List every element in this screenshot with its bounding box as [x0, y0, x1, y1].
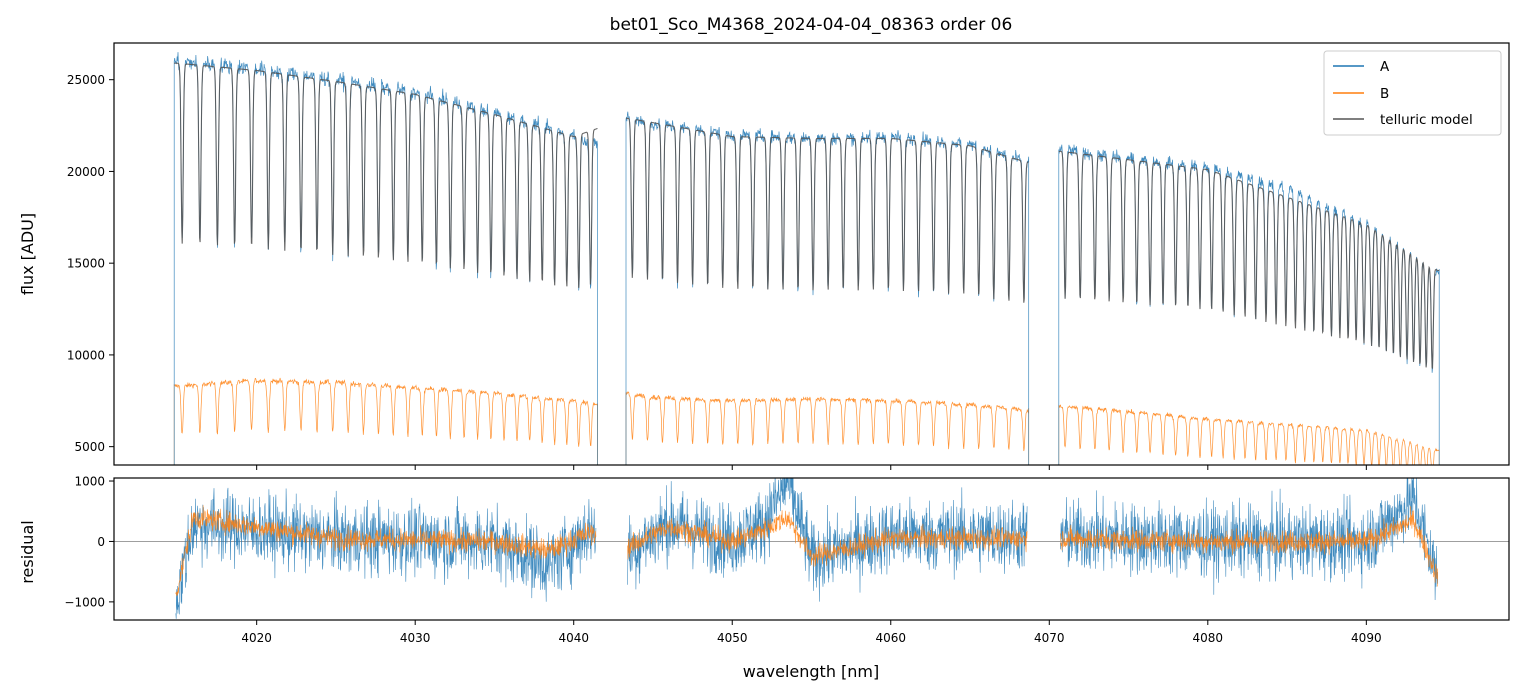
residual-a-segment-2: [627, 478, 1028, 602]
xtick-label-5: 4070: [1034, 631, 1065, 645]
series-telluric-line-segment-1: [174, 62, 598, 288]
xtick-label-2: 4040: [558, 631, 589, 645]
residual-a-segment-3: [1060, 478, 1438, 601]
flux-panel: 5000 10000 15000 20000 25000 flux [ADU] A B …: [18, 42, 1510, 470]
series-a-line-segment-3: [1058, 144, 1440, 465]
flux-ytick-label-2: 15000: [67, 257, 105, 271]
residual-axes-frame: [113, 477, 1510, 621]
series-b-line-segment-1: [173, 377, 598, 465]
residual-ytick-label-2: 1000: [74, 475, 105, 489]
residual-series-a: [175, 478, 1438, 619]
xtick-label-0: 4020: [241, 631, 272, 645]
legend-label-b: B: [1380, 86, 1389, 102]
series-telluric-line-segment-2: [625, 117, 1029, 303]
xtick-label-1: 4030: [400, 631, 431, 645]
residual-b-segment-3: [1060, 506, 1438, 587]
series-a-line-segment-2: [625, 111, 1030, 465]
series-telluric-line-segment-3: [1058, 150, 1440, 369]
legend-label-a: A: [1380, 59, 1390, 75]
flux-axes-frame: [113, 42, 1510, 466]
flux-ytick-label-1: 10000: [67, 348, 105, 362]
series-b-line-segment-3: [1058, 404, 1440, 465]
xtick-label-3: 4050: [717, 631, 748, 645]
series-b: [173, 377, 1440, 465]
residual-a-segment-1: [175, 487, 597, 619]
residual-panel: −1000 0 1000 4020 4030 4040 4050 4060 4070 4080 4…: [18, 475, 1510, 681]
residual-b-segment-2: [627, 510, 1028, 567]
legend-label-telluric: telluric model: [1380, 112, 1473, 128]
series-b-line-segment-2: [625, 391, 1030, 465]
residual-series-b: [175, 505, 1438, 597]
legend: A B telluric model: [1323, 50, 1502, 136]
legend-box: [1323, 50, 1502, 136]
xtick-label-4: 4060: [875, 631, 906, 645]
xtick-label-7: 4090: [1351, 631, 1382, 645]
chart-title: bet01_Sco_M4368_2024-04-04_08363 order 0…: [610, 15, 1013, 35]
residual-ytick-label-0: −1000: [64, 595, 105, 609]
flux-ytick-label-0: 5000: [74, 440, 105, 454]
flux-y-axis-label: flux [ADU]: [18, 213, 37, 295]
series-a: [173, 52, 1440, 465]
flux-ytick-label-3: 20000: [67, 165, 105, 179]
x-axis-label: wavelength [nm]: [743, 662, 880, 681]
series-a-line-segment-1: [173, 52, 598, 465]
residual-b-segment-1: [175, 505, 597, 597]
residual-ytick-label-1: 0: [97, 535, 105, 549]
series-telluric-model: [174, 62, 1440, 369]
xtick-label-6: 4080: [1193, 631, 1224, 645]
residual-y-axis-label: residual: [18, 520, 37, 583]
flux-ytick-label-4: 25000: [67, 73, 105, 87]
